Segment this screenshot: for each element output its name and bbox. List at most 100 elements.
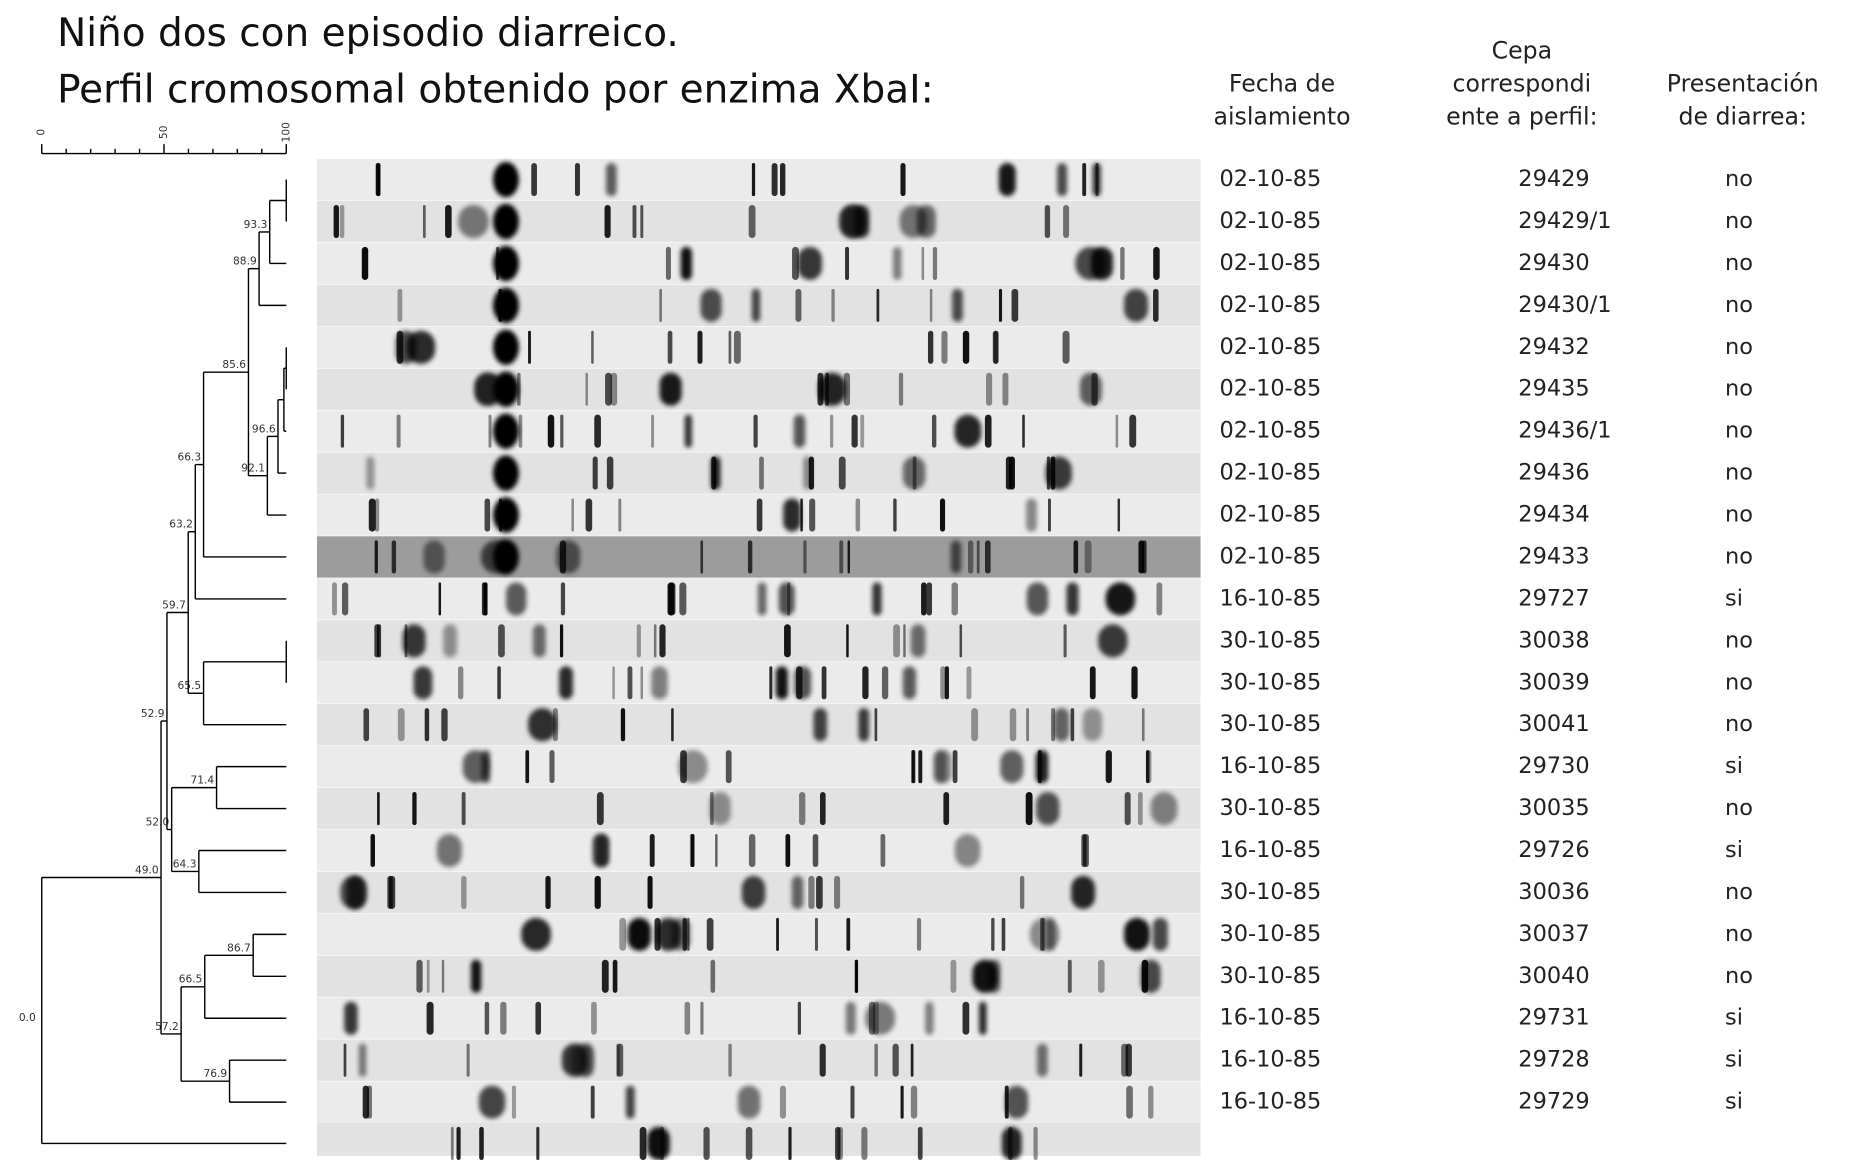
band <box>932 415 936 448</box>
band <box>953 750 958 783</box>
band <box>941 331 947 364</box>
band <box>703 1127 709 1160</box>
band <box>943 792 949 825</box>
band <box>926 582 932 615</box>
band <box>369 498 376 531</box>
band <box>882 666 888 699</box>
band <box>1124 918 1150 951</box>
table-cell: 16-10-85 <box>1219 585 1321 611</box>
band <box>839 457 846 490</box>
band <box>1085 540 1092 573</box>
band <box>752 289 760 322</box>
table-cell: 30-10-85 <box>1219 711 1321 737</box>
band <box>999 163 1016 196</box>
table-cell: no <box>1725 627 1753 653</box>
band <box>593 457 598 490</box>
scale-label: 0 <box>35 129 48 136</box>
band <box>427 960 430 993</box>
band <box>1142 960 1148 993</box>
lane <box>317 159 1201 200</box>
band <box>597 792 604 825</box>
band <box>344 1044 347 1077</box>
band <box>536 1127 539 1160</box>
band <box>531 163 537 196</box>
node-label: 86.7 <box>227 941 251 954</box>
band <box>650 834 655 867</box>
band <box>660 373 682 406</box>
band <box>545 876 550 909</box>
table-cell: 02-10-85 <box>1219 502 1321 528</box>
band <box>955 834 981 867</box>
band <box>951 960 957 993</box>
table-cell: 29731 <box>1518 1005 1589 1031</box>
band <box>637 624 641 657</box>
band <box>881 834 886 867</box>
node-label: 0.0 <box>19 1011 36 1024</box>
table-cell: 02-10-85 <box>1219 418 1321 444</box>
band <box>759 457 764 490</box>
band <box>803 457 811 490</box>
band <box>586 498 593 531</box>
band <box>1079 1044 1082 1077</box>
band <box>626 1086 635 1119</box>
band <box>488 415 491 448</box>
table-cell: 29728 <box>1518 1047 1589 1073</box>
band <box>822 666 827 699</box>
band <box>407 331 436 364</box>
band <box>917 918 921 951</box>
table-cell: 29436 <box>1518 460 1589 486</box>
band <box>575 163 580 196</box>
band <box>852 415 858 448</box>
band <box>715 834 717 867</box>
table: Fecha deaislamientoCepacorrespondiente a… <box>1214 36 1819 1114</box>
band <box>377 163 381 196</box>
table-cell: no <box>1725 460 1753 486</box>
band <box>985 415 992 448</box>
band <box>451 1127 454 1160</box>
band <box>963 1002 970 1035</box>
band <box>784 624 791 657</box>
table-cell: 16-10-85 <box>1219 1005 1321 1031</box>
band <box>605 373 612 406</box>
band <box>560 415 563 448</box>
title-line: Niño dos con episodio diarreico. <box>57 11 679 56</box>
title-line: Perfil cromosomal obtenido por enzima Xb… <box>57 68 934 113</box>
table-cell: 29432 <box>1518 334 1589 360</box>
band <box>344 1002 357 1035</box>
table-cell: 29435 <box>1518 376 1589 402</box>
table-cell: 30-10-85 <box>1219 795 1321 821</box>
band <box>456 1127 460 1160</box>
band <box>780 1086 786 1119</box>
band <box>839 540 843 573</box>
band <box>1074 540 1079 573</box>
band <box>366 457 374 490</box>
table-cell: no <box>1725 921 1753 947</box>
table-cell: 30-10-85 <box>1219 879 1321 905</box>
band <box>901 1086 904 1119</box>
band <box>742 876 765 909</box>
band <box>493 455 519 490</box>
band <box>332 582 337 615</box>
band <box>641 666 644 699</box>
band <box>1116 415 1119 448</box>
band <box>441 708 447 741</box>
band <box>1082 163 1086 196</box>
band <box>482 582 486 615</box>
band <box>749 205 756 238</box>
band <box>1138 792 1143 825</box>
band <box>940 666 945 699</box>
lane <box>317 410 1201 451</box>
band <box>1153 247 1159 280</box>
band <box>559 666 573 699</box>
band <box>571 498 574 531</box>
band <box>800 498 802 531</box>
band <box>925 1002 933 1035</box>
band <box>991 918 994 951</box>
column-header: Presentación <box>1667 70 1819 98</box>
band <box>785 834 790 867</box>
table-cell: 29436/1 <box>1518 418 1611 444</box>
band <box>952 582 958 615</box>
band <box>691 834 695 867</box>
band <box>846 624 849 657</box>
band <box>493 288 519 323</box>
